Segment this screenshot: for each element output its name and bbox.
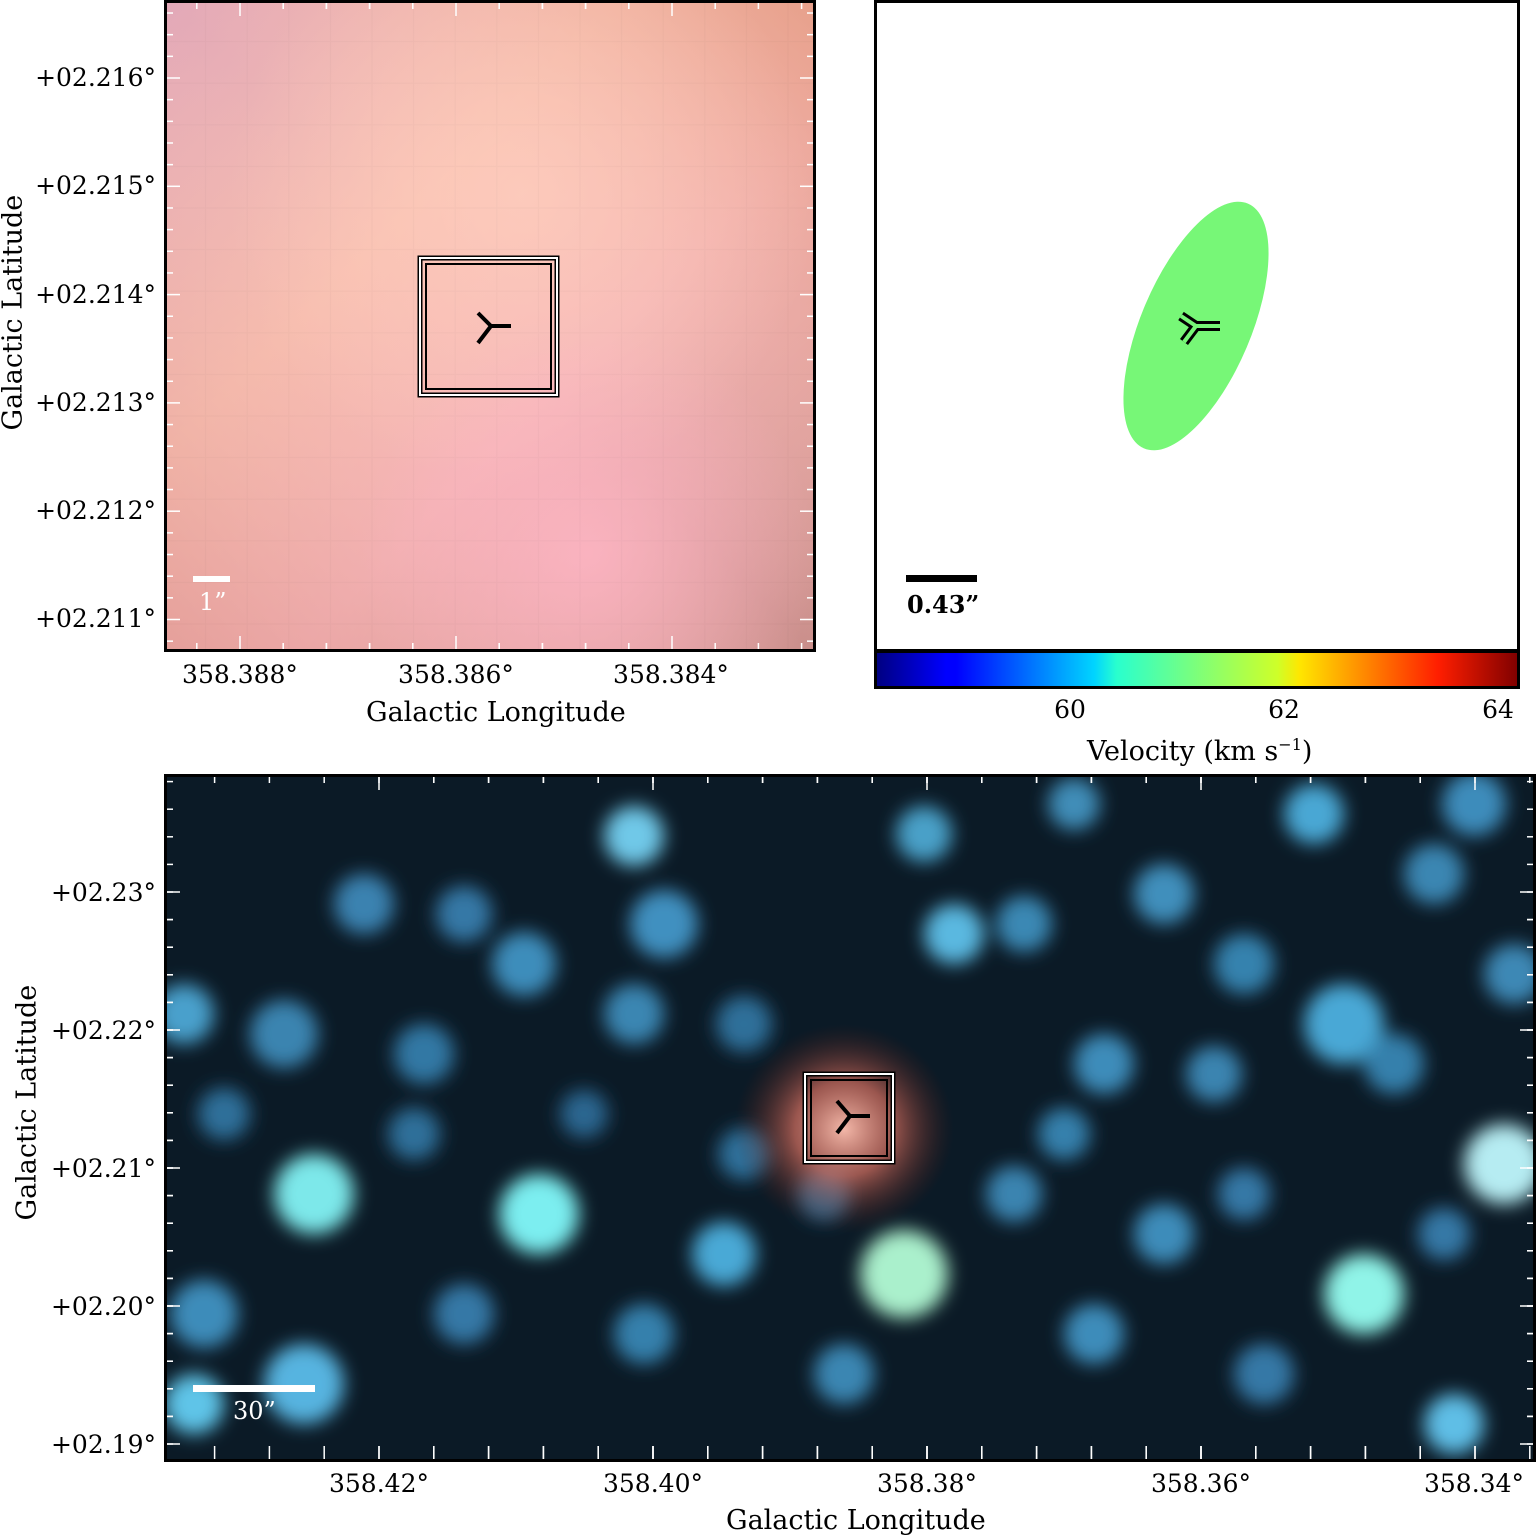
top-right-velocity-panel [874,0,1520,652]
x-axis-title: Galactic Longitude [366,697,626,728]
velocity-colorbar [874,650,1520,689]
x-tick-label: 358.34° [1424,1469,1524,1498]
scale-bar-bottom [193,1385,315,1392]
colorbar-tick-label: 64 [1482,695,1514,724]
bottom-image-panel [164,774,1536,1462]
y-tick-label: +02.22° [50,1016,156,1045]
source-box-top-left [417,255,560,398]
y-tick-label: +02.212° [35,496,156,525]
three-point-marker-icon [1178,311,1220,345]
y-axis-title: Galactic Latitude [11,984,43,1221]
x-tick-label: 358.386° [398,660,514,689]
scale-bar-top-right [906,575,977,582]
y-tick-label: +02.215° [35,171,156,200]
colorbar-tick-label: 60 [1054,695,1086,724]
colorbar-title: Velocity (km s−1) [1087,735,1313,767]
three-point-marker-icon [476,311,511,345]
x-tick-label: 358.388° [182,660,298,689]
x-tick-label: 358.40° [603,1469,703,1498]
colorbar-tick-label: 62 [1268,695,1300,724]
scale-label-top-right: 0.43” [907,590,980,619]
y-tick-label: +02.23° [50,878,156,907]
source-box-bottom [802,1071,896,1165]
y-tick-label: +02.21° [50,1154,156,1183]
x-tick-label: 358.36° [1151,1469,1251,1498]
x-tick-label: 358.42° [329,1469,429,1498]
y-tick-label: +02.213° [35,388,156,417]
y-tick-label: +02.216° [35,63,156,92]
x-axis-title: Galactic Longitude [726,1505,986,1536]
y-tick-label: +02.214° [35,280,156,309]
y-tick-label: +02.211° [35,604,156,633]
scale-bar-top-left [193,576,230,582]
y-axis-title: Galactic Latitude [0,194,29,431]
top-left-image-panel [164,0,816,652]
scale-label-top-left: 1” [199,588,227,616]
y-tick-label: +02.19° [50,1430,156,1459]
y-tick-label: +02.20° [50,1292,156,1321]
three-point-marker-icon [835,1099,870,1135]
scale-label-bottom: 30” [233,1397,276,1425]
x-tick-label: 358.384° [613,660,729,689]
x-tick-label: 358.38° [877,1469,977,1498]
